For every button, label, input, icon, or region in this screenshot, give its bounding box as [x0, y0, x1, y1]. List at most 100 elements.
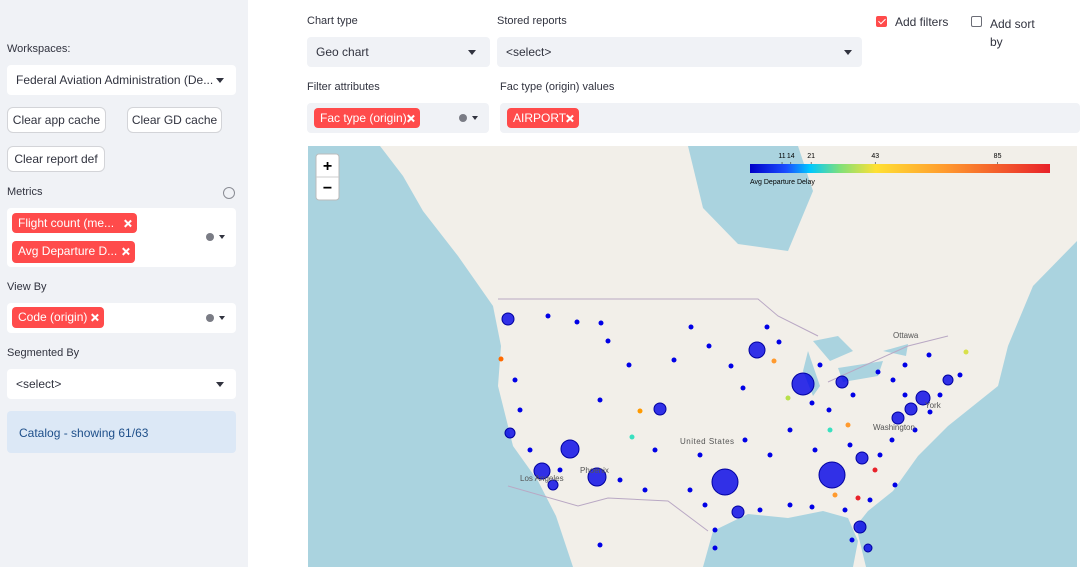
airport-marker — [547, 479, 559, 491]
clear-icon[interactable] — [459, 114, 467, 122]
geo-map[interactable]: + − Avg Departure Delay Ottawa United St… — [308, 146, 1077, 567]
airport-marker — [706, 343, 712, 349]
caret — [472, 116, 478, 120]
airport-marker — [889, 437, 895, 443]
airport-marker — [937, 392, 943, 398]
view-by-multiselect[interactable]: Code (origin) — [7, 303, 236, 333]
tag: Flight count (me... — [12, 213, 137, 233]
airport-marker — [787, 427, 793, 433]
sidebar: Workspaces: Federal Aviation Administrat… — [0, 0, 248, 567]
tag-text: AIRPORT — [513, 111, 567, 125]
airport-marker — [890, 377, 896, 383]
clear-icon[interactable] — [206, 314, 214, 322]
pacific-ocean — [308, 146, 573, 567]
checkbox-label: Add sort by — [990, 17, 1035, 49]
select-value: Geo chart — [316, 45, 369, 59]
caret — [468, 50, 476, 55]
zoom-out[interactable]: − — [323, 180, 332, 197]
tag-text: Avg Departure D... — [18, 244, 118, 258]
button[interactable]: Clear app cache — [7, 107, 106, 133]
values-multiselect[interactable]: AIRPORT — [500, 103, 1080, 133]
airport-marker — [637, 408, 643, 414]
airport-markers — [498, 312, 969, 553]
airport-marker — [827, 427, 833, 433]
checkbox-label: Add filters — [895, 15, 949, 29]
airport-marker — [902, 362, 908, 368]
select-value: <select> — [16, 377, 62, 391]
great-lakes — [803, 336, 908, 396]
airport-marker — [688, 324, 694, 330]
checkbox[interactable] — [876, 16, 887, 27]
remove[interactable] — [407, 115, 414, 122]
airport-marker — [711, 468, 739, 496]
borders — [498, 298, 949, 532]
airport-marker — [892, 482, 898, 488]
airport-marker — [842, 507, 848, 513]
airport-marker — [855, 495, 861, 501]
label: Filter attributes — [307, 81, 380, 93]
metrics-multiselect[interactable]: Flight count (me... Avg Departure D... — [7, 208, 236, 267]
catalog-text: Catalog - showing 61/63 — [19, 426, 149, 440]
filter-multiselect[interactable]: Fac type (origin) — [307, 103, 489, 133]
airport-marker — [872, 467, 878, 473]
colorbar-tick-label: 21 — [807, 153, 815, 160]
airport-marker — [757, 507, 763, 513]
airport-marker — [557, 467, 563, 473]
chart-type-select[interactable]: Geo chart — [307, 37, 490, 67]
colorbar-tick-label: 43 — [871, 153, 879, 160]
airport-marker — [617, 477, 623, 483]
airport-marker — [832, 492, 838, 498]
caret — [216, 382, 224, 387]
airport-marker — [957, 372, 963, 378]
caret — [844, 50, 852, 55]
select-value: Federal Aviation Administration (De... — [16, 73, 214, 87]
tag: Avg Departure D... — [12, 241, 135, 263]
airport-marker — [849, 537, 855, 543]
airport-marker — [728, 363, 734, 369]
caret — [216, 78, 224, 83]
stored-reports-select[interactable]: <select> — [497, 37, 862, 67]
help-icon[interactable] — [223, 187, 235, 199]
airport-marker — [560, 439, 580, 459]
remove[interactable] — [122, 248, 129, 255]
tag: AIRPORT — [507, 108, 579, 128]
airport-marker — [845, 422, 851, 428]
tag: Code (origin) — [12, 307, 104, 328]
map-label: York — [925, 401, 942, 410]
zoom-in[interactable]: + — [323, 158, 332, 175]
airport-marker — [867, 497, 873, 503]
airport-marker — [847, 442, 853, 448]
airport-marker — [915, 390, 931, 406]
airport-marker — [926, 352, 932, 358]
label: Segmented By — [7, 347, 80, 359]
label: View By — [7, 281, 47, 293]
airport-marker — [877, 452, 883, 458]
airport-marker — [605, 338, 611, 344]
segmented-by-select[interactable]: <select> — [7, 369, 236, 399]
airport-marker — [742, 437, 748, 443]
map-label: Los Angeles — [520, 474, 564, 483]
remove[interactable] — [124, 220, 131, 227]
tag-text: Code (origin) — [18, 310, 88, 324]
button[interactable]: Clear GD cache — [127, 107, 222, 133]
colorbar-tick-label: 11 — [778, 153, 785, 160]
airport-marker — [629, 434, 635, 440]
airport-marker — [652, 447, 658, 453]
airport-marker — [498, 356, 504, 362]
checkbox[interactable] — [971, 16, 982, 27]
label: Metrics — [7, 186, 43, 198]
airport-marker — [891, 411, 905, 425]
remove[interactable] — [566, 115, 573, 122]
map-label: Ottawa — [893, 331, 919, 340]
button[interactable]: Clear report def — [7, 146, 105, 172]
clear-icon[interactable] — [206, 233, 214, 241]
airport-marker — [501, 312, 515, 326]
workspace-select[interactable]: Federal Aviation Administration (De... — [7, 65, 236, 95]
airport-marker — [545, 313, 551, 319]
remove[interactable] — [91, 314, 98, 321]
airport-marker — [850, 392, 856, 398]
airport-marker — [597, 542, 603, 548]
airport-marker — [809, 400, 815, 406]
airport-marker — [740, 385, 746, 391]
colorbar-tick-label: 85 — [994, 153, 1002, 160]
